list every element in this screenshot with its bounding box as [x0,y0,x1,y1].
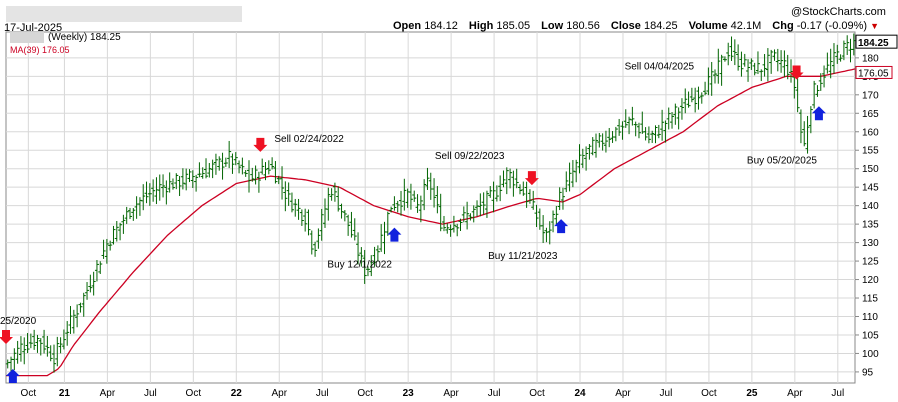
low-label: Low [541,20,564,32]
buy-arrow-icon [811,106,826,121]
chart-date: 17-Jul-2025 [4,22,63,34]
x-tick-label: Jul [144,388,157,399]
x-tick-label: Apr [271,388,287,399]
sell-arrow-icon [524,171,539,186]
last-ma-tag [855,65,893,79]
x-tick-label: Oct [357,388,373,399]
legend-symbol-placeholder [10,32,44,43]
x-tick-label: 25 [746,388,758,399]
sell-signal-label: Sell 02/24/2022 [274,134,344,145]
axis-layer: 95 100 105 110 115 120 125 130 135 140 145 150 155 16… [21,34,898,399]
y-tick-label: 120 [862,275,879,286]
x-tick-label: Apr [100,388,116,399]
down-arrow-icon: ▼ [870,21,880,31]
y-tick-label: 180 [862,53,879,64]
y-tick-label: 155 [862,146,879,157]
y-tick-label: 115 [862,294,878,305]
y-tick-label: 130 [862,238,879,249]
buy-signal-label: Buy 05/20/2025 [747,155,817,166]
sell-signal-label: Sell 09/22/2023 [435,151,505,162]
y-tick-label: 145 [862,183,879,194]
sell-arrow-icon [0,330,13,345]
x-tick-label: Oct [701,388,717,399]
high-label: High [468,20,494,32]
y-tick-label: 125 [862,257,879,268]
y-tick-label: 100 [862,349,879,360]
stockcharts-brand: @StockCharts.com [791,6,886,18]
volume-value: 42.1M [730,20,762,32]
x-tick-label: 22 [231,388,243,399]
y-tick-label: 150 [862,164,879,175]
signals-layer: Sell 02/24/2022 Sell 09/22/2023 Sell 04/04… [0,62,826,383]
sell-arrow-icon [789,65,804,80]
x-tick-label: Apr [615,388,631,399]
y-tick-label: 165 [862,109,879,120]
x-tick-label: Jul [831,388,844,399]
ohlc-readout: Open 184.12 High 185.05 Low 180.56 Close… [393,20,879,32]
price-bars-layer [5,33,856,374]
y-tick-label: 170 [862,90,879,101]
chg-value: -0.17 (-0.09%) [796,20,868,32]
ma-legend: MA(39) 176.05 [10,45,70,55]
close-label: Close [610,20,641,32]
last-ma-tag-label: 176.05 [858,68,889,79]
buy-signal-label: Buy 11/21/2023 [488,251,558,262]
ma-line-layer [6,68,856,377]
x-tick-label: 21 [59,388,71,399]
price-legend: (Weekly) 184.25 [48,32,121,43]
x-tick-label: Jul [660,388,673,399]
x-tick-label: Apr [443,388,459,399]
buy-arrow-icon [554,219,569,234]
last-price-tag [855,34,898,49]
y-tick-label: 135 [862,220,879,231]
x-tick-label: Oct [529,388,545,399]
x-tick-label: 24 [574,388,586,399]
x-tick-label: Oct [21,388,37,399]
x-tick-label: Jul [316,388,329,399]
sell-signal-label: Sell 04/04/2025 [625,62,695,73]
y-tick-label: 140 [862,201,879,212]
symbol-title-placeholder [6,6,242,22]
x-tick-label: Jul [488,388,501,399]
y-tick-label: 105 [862,330,879,341]
low-value: 180.56 [566,20,600,32]
close-value: 184.25 [643,20,678,32]
open-value: 184.12 [424,20,458,32]
ma-39-line [6,68,856,377]
grid-lines [5,31,856,384]
x-tick-label: 23 [403,388,415,399]
edge-signal-label: 25/2020 [0,316,37,327]
chg-label: Chg [772,20,794,32]
y-tick-label: 95 [862,367,874,378]
plot-frame [5,31,856,384]
x-tick-label: Apr [787,388,803,399]
last-price-tag-label: 184.25 [858,38,889,49]
buy-signal-label: Buy 12/1/2022 [327,260,392,271]
high-value: 185.05 [496,20,531,32]
buy-arrow-icon [387,227,402,242]
buy-arrow-icon [5,369,20,383]
sell-arrow-icon [253,137,268,152]
y-tick-label: 110 [862,312,878,323]
x-tick-label: Oct [186,388,202,399]
y-tick-label: 160 [862,127,879,138]
volume-label: Volume [688,20,728,32]
open-label: Open [393,20,422,32]
